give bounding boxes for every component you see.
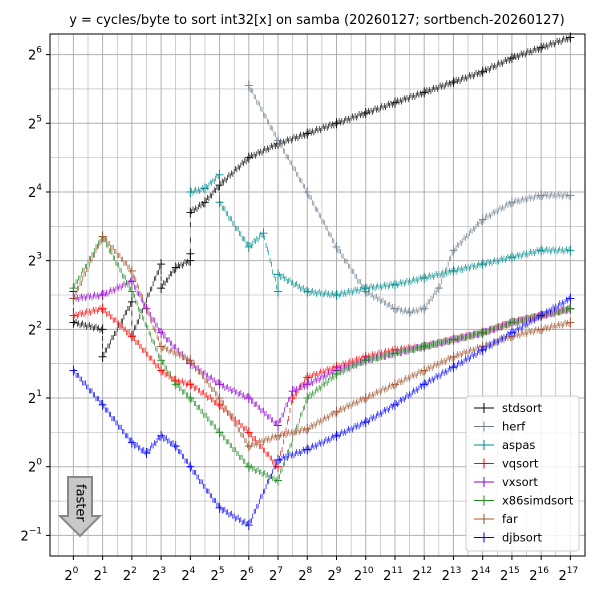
legend-item-vqsort: vqsort (474, 457, 539, 471)
legend-box (465, 395, 580, 552)
x-tick-label: 20 (64, 566, 78, 584)
legend-label: aspas (502, 438, 535, 452)
legend-item-aspas: aspas (474, 438, 535, 452)
x-tick-label: 26 (240, 566, 254, 584)
legend: stdsort herf aspas vqsort vxsort x86simdsort f… (465, 395, 580, 552)
x-tick-label: 25 (211, 566, 225, 584)
x-tick-label: 212 (412, 566, 432, 584)
x-tick-label: 28 (298, 566, 312, 584)
x-tick-label: 22 (123, 566, 137, 584)
y-tick-label: 23 (28, 252, 42, 270)
data-layer (69, 32, 575, 531)
y-tick-label: 24 (28, 183, 42, 201)
y-axis-ticks: 2−1 20 21 22 23 24 25 26 (20, 46, 50, 544)
x-tick-label: 214 (471, 566, 491, 584)
x-tick-label: 211 (383, 566, 403, 584)
x-tick-label: 210 (354, 566, 374, 584)
x-tick-label: 29 (327, 566, 341, 584)
y-tick-label: 20 (28, 458, 42, 476)
x-tick-label: 216 (529, 566, 549, 584)
down-arrow-icon (57, 476, 103, 538)
x-tick-label: 24 (181, 566, 195, 584)
legend-item-herf: herf (474, 420, 526, 434)
y-tick-label: 26 (28, 46, 42, 64)
plot-area (49, 33, 586, 557)
legend-label: stdsort (502, 401, 543, 415)
legend-label: vxsort (502, 475, 538, 489)
x-tick-label: 27 (269, 566, 283, 584)
x-tick-label: 217 (559, 566, 579, 584)
faster-label: faster (73, 484, 88, 522)
legend-item-far: far (474, 512, 518, 526)
y-tick-label: 21 (28, 389, 42, 407)
legend-label: djbsort (502, 531, 543, 545)
series-stdsort (69, 32, 575, 362)
series-aspas (186, 169, 575, 300)
x-tick-label: 21 (94, 566, 108, 584)
legend-item-x86simdsort: x86simdsort (474, 494, 574, 508)
faster-annotation: faster (57, 476, 103, 538)
legend-item-djbsort: djbsort (474, 531, 543, 545)
x-tick-label: 213 (442, 566, 462, 584)
legend-item-stdsort: stdsort (474, 401, 543, 415)
y-tick-label: 25 (28, 114, 42, 132)
x-axis-ticks: 20 21 22 23 24 25 26 27 28 29 210 211 212 213 214 215 21… (64, 556, 578, 584)
y-tick-label: 2−1 (20, 526, 42, 544)
y-tick-label: 22 (28, 320, 42, 338)
legend-label: far (502, 512, 518, 526)
legend-label: herf (502, 420, 526, 434)
legend-item-vxsort: vxsort (474, 475, 538, 489)
series-djbsort (69, 293, 575, 531)
x-tick-label: 215 (500, 566, 520, 584)
chart-title: y = cycles/byte to sort int32[x] on samb… (69, 13, 565, 28)
legend-label: x86simdsort (502, 494, 574, 508)
series-herf (244, 80, 575, 318)
legend-label: vqsort (502, 457, 539, 471)
x-tick-label: 23 (152, 566, 166, 584)
